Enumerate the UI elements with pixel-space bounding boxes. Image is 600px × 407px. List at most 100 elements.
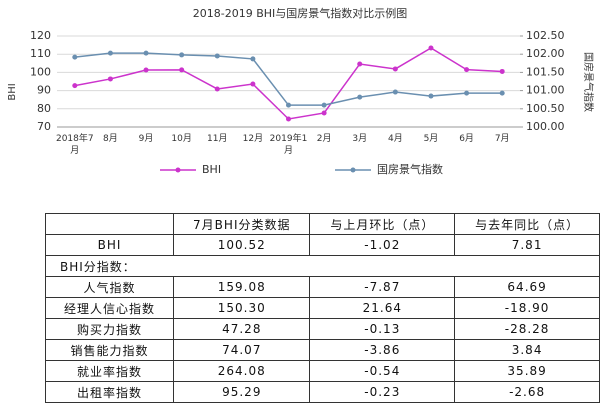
cell: -28.28 — [454, 318, 600, 340]
table-row: BHI 100.52 -1.02 7.81 — [44, 234, 600, 256]
cell: -18.90 — [454, 297, 600, 319]
x-tick-label: 4月 — [387, 134, 403, 144]
x-tick-label: 7月 — [494, 134, 510, 144]
y-tick-label: 120 — [30, 29, 51, 42]
row-label: 经理人信心指数 — [44, 297, 175, 319]
cell: 150.30 — [173, 297, 311, 319]
header-cell — [44, 213, 175, 235]
point — [499, 68, 505, 74]
header-cell: 7月BHI分类数据 — [173, 213, 311, 235]
row-label: BHI分指数： — [45, 255, 600, 277]
cell: -1.02 — [309, 234, 456, 256]
point — [499, 90, 505, 96]
x-tick-label: 12月 — [242, 134, 264, 144]
cell: -2.68 — [454, 381, 600, 403]
x-tick-label: 5月 — [423, 134, 439, 144]
cell: -0.54 — [309, 360, 456, 382]
point — [464, 90, 470, 96]
point — [357, 61, 363, 67]
cell: -0.23 — [309, 381, 456, 403]
header-cell: 与上月环比（点） — [309, 213, 456, 235]
x-tick-label: 9月 — [138, 134, 154, 144]
x-tick-label: 8月 — [103, 134, 118, 144]
y2-tick-label: 101.00 — [526, 84, 565, 97]
row-label: 出租率指数 — [44, 381, 175, 403]
legend-label: 国房景气指数 — [377, 162, 443, 176]
point — [286, 116, 291, 122]
cell: 159.08 — [173, 276, 311, 298]
x-tick-label: 10月 — [171, 134, 192, 144]
table-row: 经理人信心指数 150.30 21.64 -18.90 — [44, 297, 600, 319]
cell: -3.86 — [309, 339, 456, 361]
x-tick-label: 2019年1月 — [269, 134, 308, 156]
data-table: 7月BHI分类数据 与上月环比（点） 与去年同比（点） BHI 100.52 -1.02… — [44, 213, 600, 403]
y2-tick-label: 100.00 — [526, 120, 565, 133]
point — [214, 86, 220, 92]
cell: 35.89 — [454, 360, 600, 382]
point — [72, 54, 78, 60]
point — [321, 110, 327, 116]
chart-title: 2018-2019 BHI与国房景气指数对比示例图 — [193, 6, 408, 20]
point — [143, 50, 149, 56]
point — [143, 67, 149, 73]
y2-axis-label: 国房景气指数 — [582, 52, 595, 112]
y2-tick-label: 102.00 — [526, 47, 565, 60]
table-row: 购买力指数 47.28 -0.13 -28.28 — [44, 318, 600, 340]
point — [392, 89, 398, 95]
point — [107, 76, 113, 82]
table-row: 出租率指数 95.29 -0.23 -2.68 — [44, 381, 600, 403]
y-tick-label: 110 — [30, 47, 51, 60]
y-tick-label: 80 — [37, 102, 51, 115]
x-tick-label: 3月 — [352, 134, 368, 144]
legend-marker — [175, 167, 181, 173]
point — [250, 81, 256, 87]
point — [392, 66, 398, 72]
point — [179, 52, 185, 58]
point — [286, 102, 291, 108]
cell: 100.52 — [173, 234, 311, 256]
x-tick-label: 11月 — [207, 134, 228, 144]
point — [214, 53, 220, 59]
legend-marker — [350, 167, 356, 173]
legend-label: BHI — [202, 163, 221, 176]
cell: 74.07 — [173, 339, 311, 361]
row-label: BHI — [44, 234, 175, 256]
table-row: 就业率指数 264.08 -0.54 35.89 — [44, 360, 600, 382]
table-row: 人气指数 159.08 -7.87 64.69 — [44, 276, 600, 298]
row-label: 人气指数 — [44, 276, 175, 298]
cell: 64.69 — [454, 276, 600, 298]
table-row: 销售能力指数 74.07 -3.86 3.84 — [44, 339, 600, 361]
point — [464, 67, 470, 73]
y-tick-label: 70 — [37, 120, 51, 133]
point — [250, 56, 256, 62]
point — [72, 83, 78, 89]
y-tick-label: 100 — [30, 65, 51, 78]
point — [321, 102, 327, 108]
cell: -0.13 — [309, 318, 456, 340]
point — [107, 50, 113, 56]
table-row: BHI分指数： — [45, 255, 600, 277]
series-line — [74, 52, 503, 106]
x-tick-label: 2018年7月 — [55, 134, 94, 156]
y-axis-label: BHI — [7, 83, 18, 100]
cell: 7.81 — [454, 234, 600, 256]
header-cell: 与去年同比（点） — [454, 213, 600, 235]
cell: 264.08 — [173, 360, 311, 382]
row-label: 销售能力指数 — [44, 339, 175, 361]
row-label: 购买力指数 — [44, 318, 175, 340]
point — [428, 93, 434, 99]
chart: 2018-2019 BHI与国房景气指数对比示例图 BHI 国房景气指数 70 8… — [7, 6, 595, 176]
point — [428, 45, 434, 51]
cell: 95.29 — [173, 381, 311, 403]
cell: 21.64 — [309, 297, 456, 319]
point — [179, 67, 185, 73]
x-tick-label: 6月 — [459, 134, 474, 144]
row-label: 就业率指数 — [44, 360, 175, 382]
cell: 3.84 — [454, 339, 600, 361]
y-tick-label: 90 — [37, 84, 51, 97]
cell: -7.87 — [309, 276, 456, 298]
cell: 47.28 — [173, 318, 311, 340]
y2-tick-label: 102.50 — [526, 29, 565, 42]
y2-tick-label: 101.50 — [526, 65, 565, 78]
